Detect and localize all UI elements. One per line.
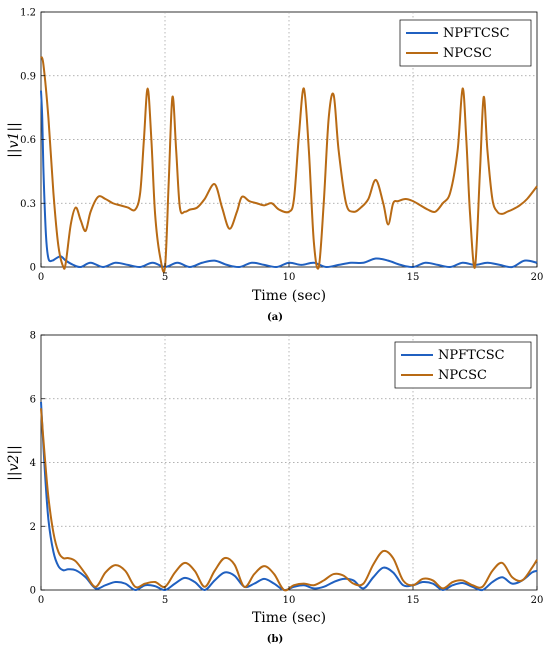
- panel-b: 0 5 10 15 20 0 2 4 6 8 Time (sec) ||v2|| NPFTCSC…: [6, 331, 543, 646]
- curves: [40, 401, 538, 592]
- y-axis-label: ||v2||: [6, 445, 22, 481]
- x-tick-label: 0: [38, 272, 44, 283]
- x-tick-label: 20: [531, 595, 544, 606]
- grid: [41, 12, 537, 267]
- grid: [41, 335, 537, 590]
- legend: NPFTCSC NPCSC: [399, 19, 532, 67]
- series-line-npcsc: [40, 408, 538, 592]
- curves: [40, 56, 538, 273]
- x-tick-label: 20: [531, 272, 544, 283]
- x-tick-label: 15: [407, 272, 420, 283]
- legend-label-npcsc: NPCSC: [443, 46, 492, 61]
- y-tick-label: 4: [30, 458, 36, 469]
- y-tick-label: 2: [30, 522, 36, 533]
- y-tick-label: 8: [30, 331, 36, 342]
- y-ticks: 0 2 4 6 8: [30, 331, 45, 597]
- y-tick-label: 0.3: [20, 199, 36, 210]
- x-axis-label: Time (sec): [252, 610, 326, 626]
- legend: NPFTCSC NPCSC: [394, 341, 532, 389]
- y-tick-label: 1.2: [20, 8, 36, 19]
- y-tick-label: 0: [30, 586, 36, 597]
- series-line-npcsc: [40, 56, 538, 273]
- x-axis-label: Time (sec): [252, 288, 326, 304]
- panel-a: 0 5 10 15 20 0 0.3 0.6 0.9 1.2 Time (sec) ||v1||…: [6, 8, 543, 324]
- x-tick-label: 5: [162, 272, 168, 283]
- panel-label-a: (a): [267, 312, 283, 323]
- y-tick-label: 0: [30, 263, 36, 274]
- x-tick-label: 5: [162, 595, 168, 606]
- x-tick-label: 10: [283, 595, 296, 606]
- legend-box: [399, 19, 532, 67]
- y-tick-label: 0.9: [20, 71, 36, 82]
- y-tick-label: 0.6: [20, 135, 36, 146]
- x-tick-label: 15: [407, 595, 420, 606]
- legend-label-npftcsc: NPFTCSC: [443, 26, 510, 41]
- x-ticks: 0 5 10 15 20: [38, 263, 544, 283]
- y-axis-label: ||v1||: [6, 122, 22, 158]
- y-tick-label: 6: [30, 394, 36, 405]
- legend-box: [394, 341, 532, 389]
- x-tick-label: 0: [38, 595, 44, 606]
- y-ticks: 0 0.3 0.6 0.9 1.2: [20, 8, 45, 274]
- series-line-npftcsc: [40, 401, 538, 592]
- x-ticks: 0 5 10 15 20: [38, 586, 544, 606]
- legend-label-npcsc: NPCSC: [438, 368, 487, 383]
- x-tick-label: 10: [283, 272, 296, 283]
- legend-label-npftcsc: NPFTCSC: [438, 348, 505, 363]
- panel-label-b: (b): [267, 634, 283, 645]
